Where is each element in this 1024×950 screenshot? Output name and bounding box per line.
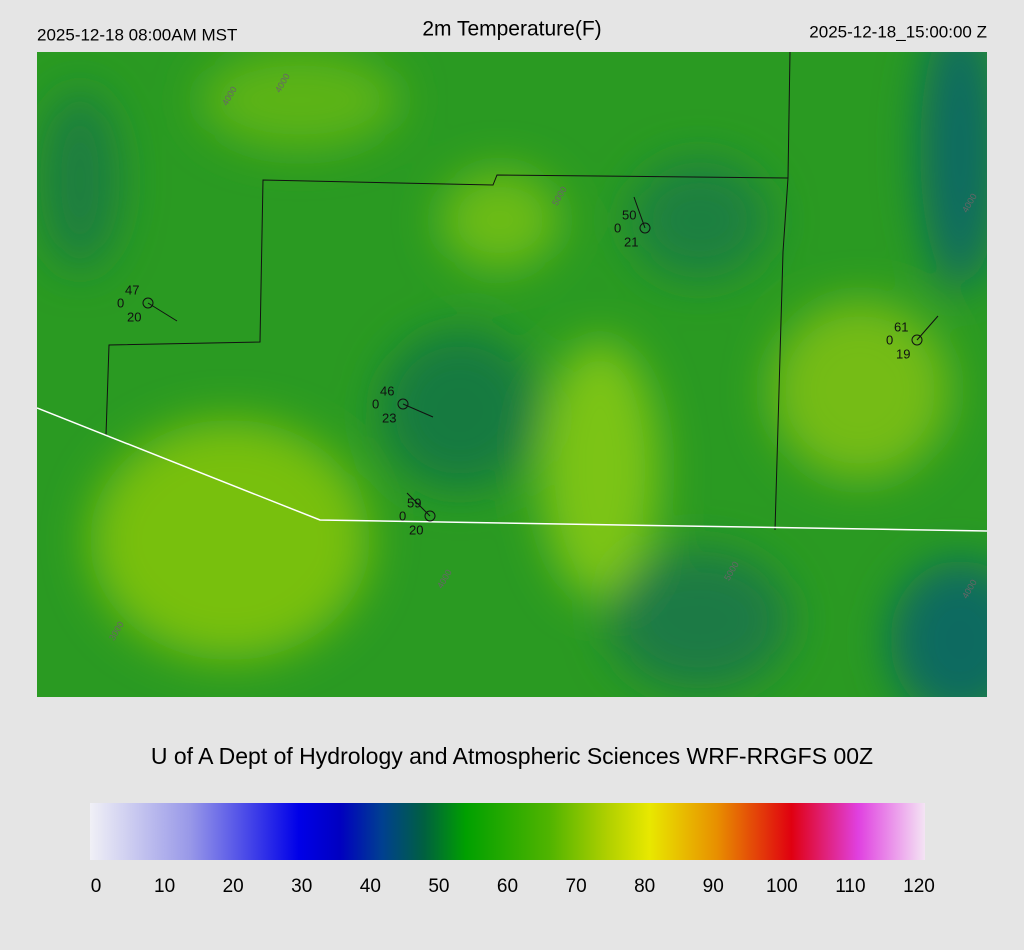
colorbar-tick-label: 120 [903, 876, 935, 897]
colorbar-tick-label: 40 [360, 876, 381, 897]
station-temperature: 50 [622, 207, 636, 222]
colorbar-ticks: 0 10 20 30 40 50 60 70 80 90 100 110 120 [91, 876, 935, 897]
colorbar-tick-label: 50 [428, 876, 449, 897]
colorbar [90, 803, 925, 860]
station-circle [911, 334, 923, 346]
station-circle [397, 398, 409, 410]
station-dewpoint: 19 [896, 346, 910, 361]
colorbar-tick-label: 90 [703, 876, 724, 897]
credit: U of A Dept of Hydrology and Atmospheric… [151, 743, 873, 769]
colorbar-tick-label: 70 [566, 876, 587, 897]
station-dewpoint: 20 [409, 522, 423, 537]
station-dewpoint: 23 [382, 410, 396, 425]
colorbar-tick-label: 60 [497, 876, 518, 897]
colorbar-tick-label: 100 [766, 876, 798, 897]
station-precip: 0 [886, 332, 893, 347]
station-dewpoint: 21 [624, 234, 638, 249]
station-temperature: 61 [894, 319, 908, 334]
county-border [787, 52, 791, 179]
station-temperature: 46 [380, 383, 394, 398]
map-title: 2m Temperature(F) [422, 18, 601, 41]
local-time: 2025-12-18 08:00AM MST [37, 25, 237, 44]
colorbar-tick-label: 20 [223, 876, 244, 897]
wind-barb [916, 315, 939, 341]
station-temperature: 47 [125, 282, 139, 297]
temperature-field [40, 52, 987, 697]
station-precip: 0 [117, 295, 124, 310]
station-precip: 0 [372, 396, 379, 411]
station-circle [424, 510, 436, 522]
colorbar-tick-label: 110 [835, 876, 865, 897]
state-border [37, 407, 987, 532]
station-precip: 0 [399, 508, 406, 523]
colorbar-tick-label: 0 [91, 876, 102, 897]
colorbar-tick-label: 10 [154, 876, 175, 897]
station-circle [142, 297, 154, 309]
wind-barb [402, 403, 434, 418]
wind-barb [406, 492, 431, 517]
station-dewpoint: 20 [127, 309, 141, 324]
station-precip: 0 [614, 220, 621, 235]
station-temperature: 59 [407, 495, 421, 510]
wind-barb [633, 196, 646, 229]
colorbar-tick-label: 30 [291, 876, 312, 897]
wind-barb [147, 302, 178, 322]
colorbar-tick-label: 80 [634, 876, 655, 897]
valid-time: 2025-12-18_15:00:00 Z [809, 22, 987, 41]
county-border [105, 174, 789, 531]
station-circle [639, 222, 651, 234]
